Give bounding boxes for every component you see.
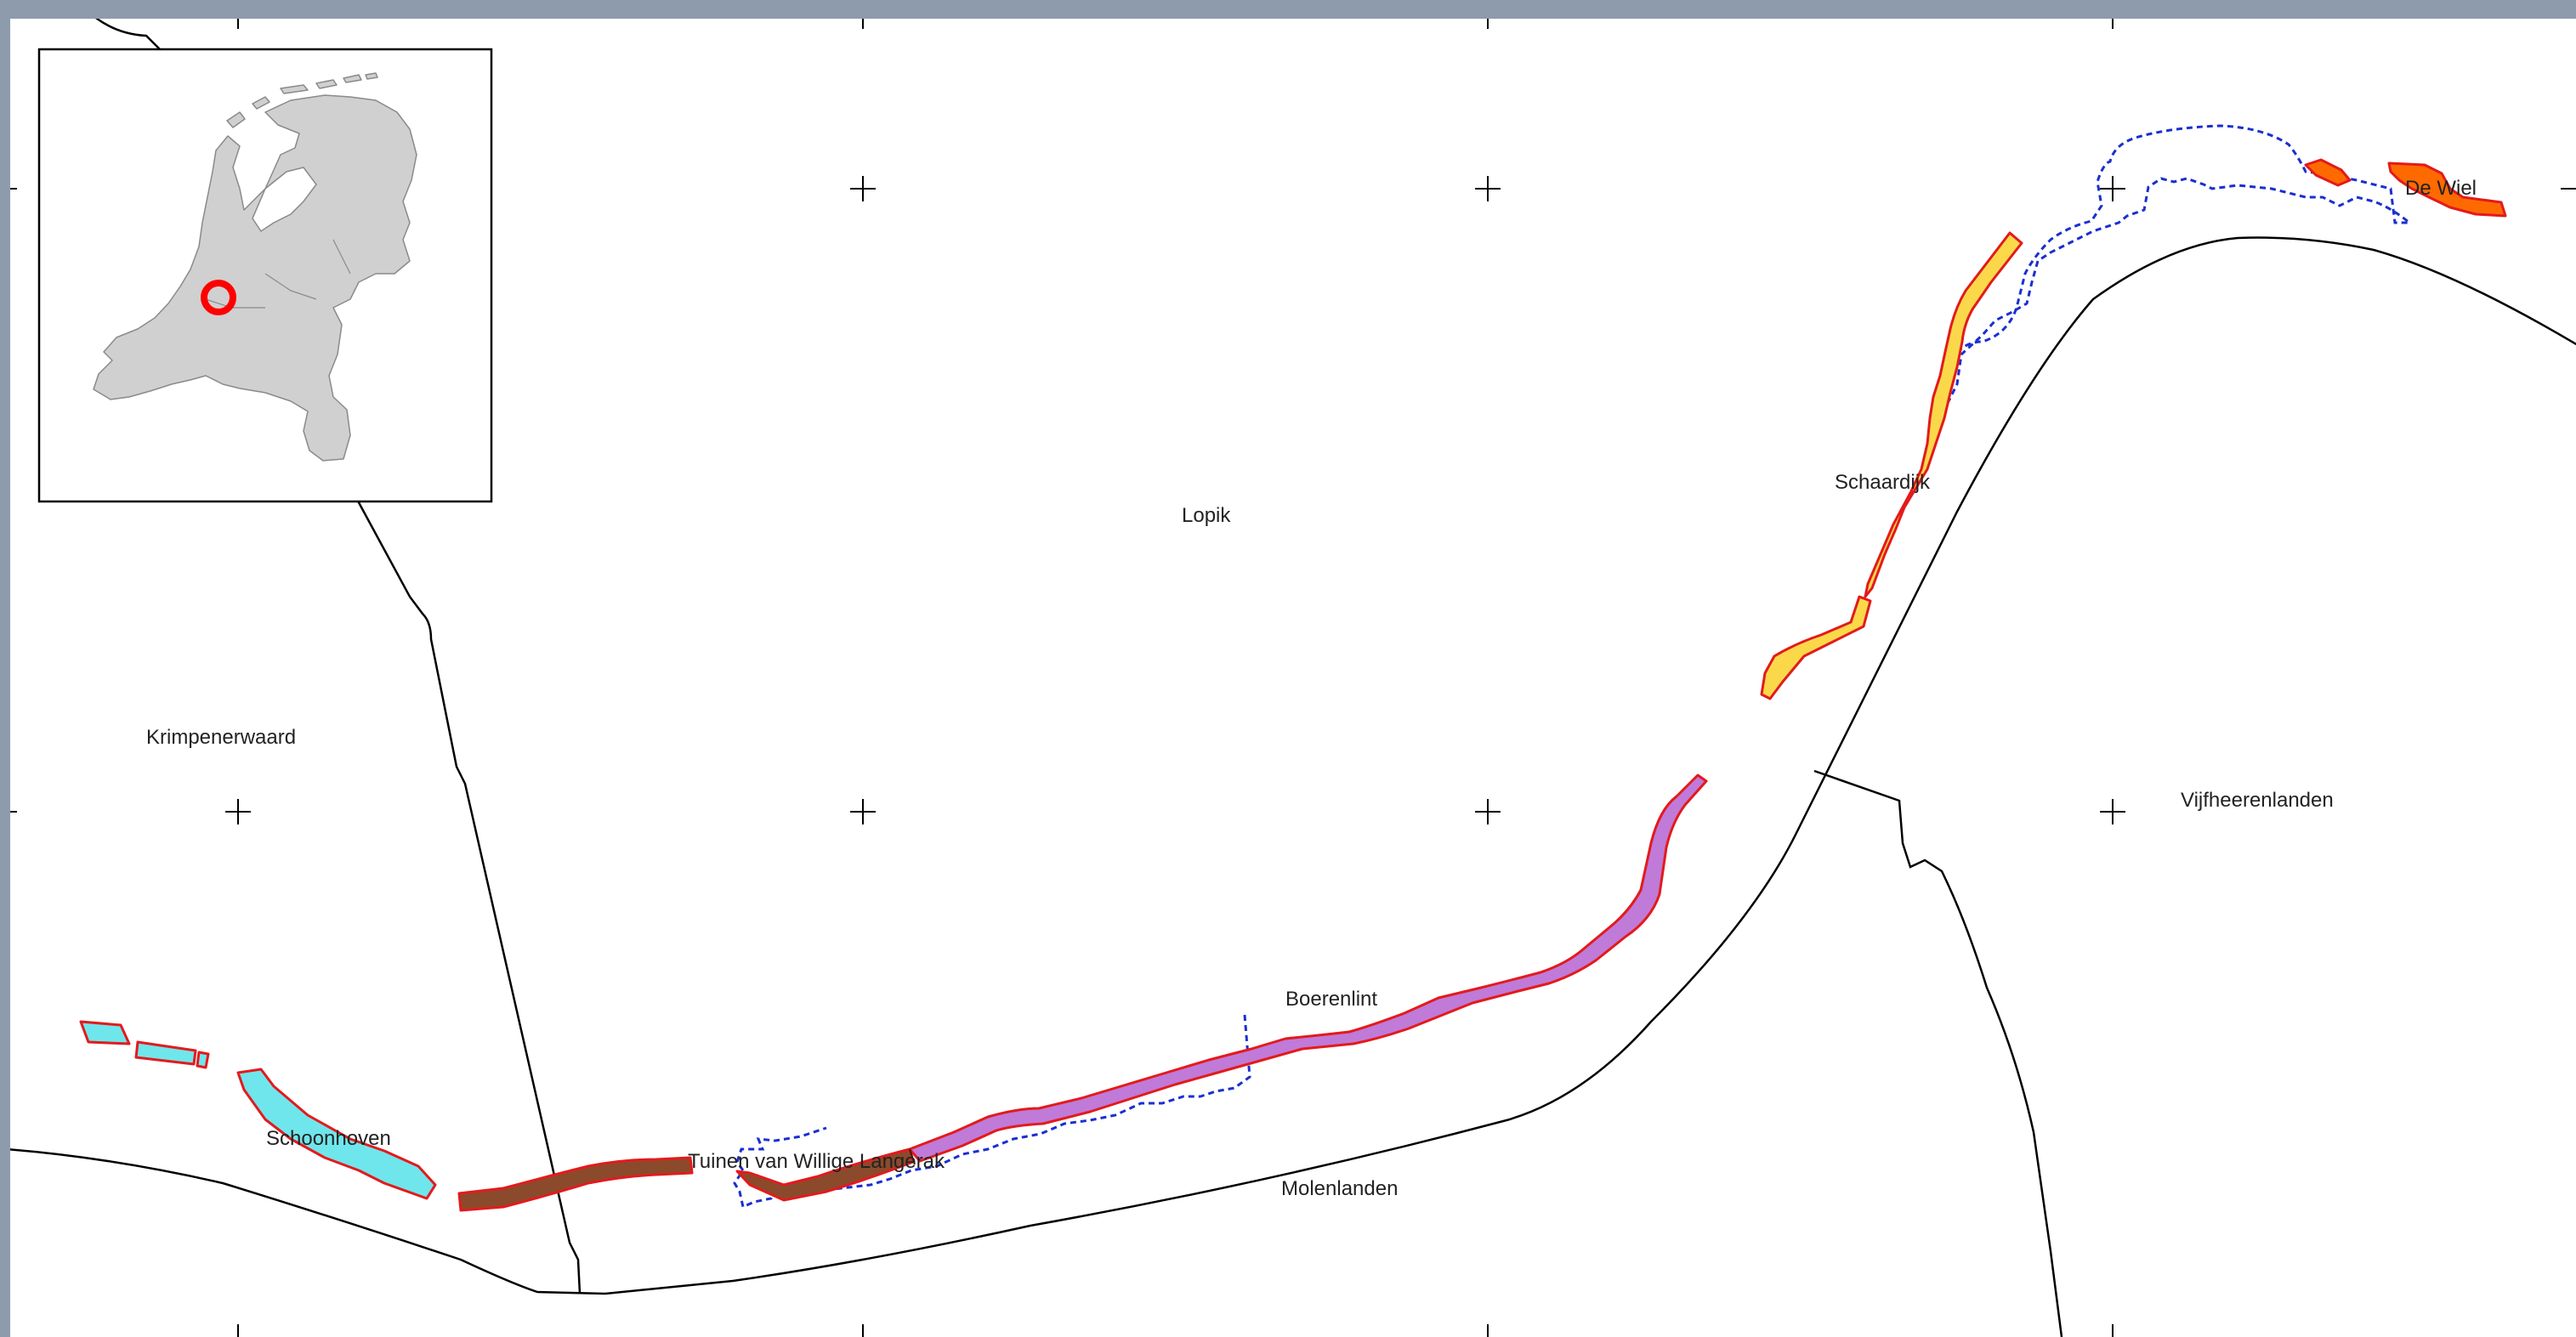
grid-crosses [10,19,2576,1337]
boundary-river-south [10,236,2576,1295]
label-vijfheerenlanden: Vijfheerenlanden [2181,789,2334,812]
zone-dewiel-part[interactable] [2304,158,2352,187]
label-boerenlint: Boerenlint [1285,988,1377,1011]
grid-tick-top [237,19,2114,29]
label-krimpenerwaard: Krimpenerwaard [146,726,296,749]
location-marker-icon [201,280,236,315]
boundary-krimpenerwaard-lopik [353,494,582,1295]
grid-cross [1475,176,1501,201]
label-molenlanden: Molenlanden [1281,1177,1398,1200]
zone-dewiel[interactable] [2304,158,2507,218]
grid-cross [850,176,876,201]
zone-schoonhoven[interactable] [79,1020,437,1200]
zone-boerenlint-divider [909,1148,916,1165]
label-tuinen: Tuinen van Willige Langerak [688,1150,945,1173]
zone-schoonhoven-part[interactable] [196,1051,210,1069]
label-lopik: Lopik [1182,504,1231,527]
municipal-boundaries [10,19,2576,1337]
grid-cross [850,799,876,824]
zone-schaardijk[interactable] [1760,231,2023,700]
netherlands-map-icon [93,72,417,462]
zone-schoonhoven-part[interactable] [79,1020,131,1045]
grid-cross [1475,799,1501,824]
label-schoonhoven: Schoonhoven [266,1127,391,1150]
netherlands-island [280,84,309,94]
zone-boerenlint-body[interactable] [908,773,1708,1163]
label-dewiel: De Wiel [2405,177,2477,200]
dashed-zone-boundaries [733,124,2414,1210]
map-canvas[interactable]: Krimpenerwaard Lopik Vijfheerenlanden Mo… [10,19,2576,1337]
map-labels: Krimpenerwaard Lopik Vijfheerenlanden Mo… [146,177,2477,1200]
zone-schoonhoven-part[interactable] [236,1068,437,1200]
dashed-boundary-schaardijk [1938,124,2414,403]
zone-boerenlint[interactable] [908,773,1708,1165]
grid-tick-left [10,188,17,813]
grid-tick-bottom [237,1324,2114,1337]
dashed-boundary-molenlanden [733,1014,1251,1210]
map-svg: Krimpenerwaard Lopik Vijfheerenlanden Mo… [10,19,2576,1337]
ijsselmeer [252,167,317,233]
boundary-north-stub [95,19,164,54]
inset-map [37,48,493,503]
label-schaardijk: Schaardijk [1835,471,1931,494]
grid-cross [2100,799,2125,824]
grid-cross [225,799,251,824]
netherlands-land [93,94,417,462]
netherlands-island [252,96,270,110]
grid-cross [2100,176,2125,201]
zone-schaardijk-lower[interactable] [1760,595,1872,700]
zone-schoonhoven-part[interactable] [134,1040,197,1066]
zone-dewiel-part[interactable] [2387,161,2507,218]
netherlands-island [343,74,362,83]
netherlands-island [365,72,378,80]
netherlands-island [226,111,246,128]
zone-schaardijk-upper[interactable] [1864,231,2023,598]
boundary-vijfheerenlanden [1813,769,2063,1337]
zone-tuinen-part[interactable] [457,1156,694,1212]
netherlands-island [315,79,338,89]
